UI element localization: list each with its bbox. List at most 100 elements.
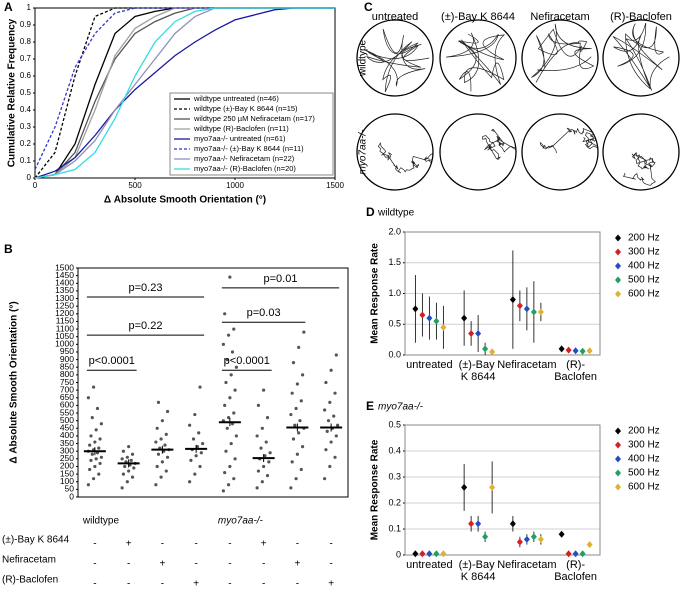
x-tick-label: (±)-Bay K 8644 — [459, 559, 498, 583]
data-point — [290, 460, 294, 464]
legend-label: 600 Hz — [628, 482, 660, 493]
y-tick-label: 0.9 — [20, 20, 32, 29]
arena — [602, 113, 680, 191]
data-point — [230, 350, 235, 354]
diamond-marker — [489, 483, 496, 491]
data-point — [154, 440, 158, 444]
y-tick-label: 0.3 — [20, 122, 32, 131]
data-point — [221, 342, 225, 346]
trajectory — [377, 142, 433, 174]
y-tick-label: 1.0 — [388, 288, 401, 298]
y-tick-label: 0.7 — [20, 54, 32, 63]
treatment-label: (R)-Baclofen — [2, 575, 58, 586]
treatment-sign: - — [329, 559, 332, 570]
diamond-marker — [461, 314, 468, 322]
trajectory — [446, 32, 506, 92]
data-point — [267, 460, 271, 464]
data-point — [127, 469, 131, 473]
trajectory — [539, 127, 598, 154]
diamond-marker — [523, 535, 530, 543]
treatment-sign: + — [126, 539, 132, 550]
p-value: p=0.23 — [129, 282, 163, 294]
row-label: wildtype — [358, 40, 369, 78]
y-tick-label: 700 — [60, 384, 74, 394]
data-point — [224, 380, 228, 385]
data-point — [228, 464, 232, 469]
data-point — [98, 437, 102, 441]
data-point — [328, 464, 332, 469]
arena — [521, 19, 599, 97]
x-tick-label: 0 — [33, 181, 38, 190]
y-tick-label: 0.2 — [388, 497, 401, 507]
arena — [356, 19, 434, 97]
legend-swatch — [615, 276, 621, 284]
data-point — [191, 437, 196, 441]
trajectory — [612, 22, 670, 91]
data-point — [198, 385, 202, 389]
x-tick-label: (R)-Baclofen — [554, 359, 597, 383]
diamond-marker — [516, 302, 523, 310]
diamond-marker — [572, 550, 579, 558]
legend-label: wildtype (R)-Baclofen (n=11) — [193, 124, 289, 133]
data-point — [225, 426, 229, 430]
data-point — [333, 391, 337, 395]
y-tick-label: 1350 — [55, 285, 74, 295]
diamond-marker — [482, 345, 489, 353]
diamond-marker — [579, 347, 586, 355]
y-tick-label: 100 — [60, 476, 74, 486]
data-point — [90, 416, 94, 420]
data-point — [125, 455, 129, 459]
data-point — [97, 446, 101, 450]
data-point — [225, 358, 229, 362]
data-point — [99, 422, 103, 426]
data-point — [129, 458, 133, 462]
data-point — [262, 388, 266, 392]
treatment-label: (±)-Bay K 8644 — [2, 535, 70, 546]
legend-label: 500 Hz — [628, 468, 660, 479]
column-label: Nefiracetam — [530, 11, 589, 23]
legend-swatch — [615, 441, 621, 449]
data-point — [300, 373, 305, 377]
data-point — [297, 431, 301, 435]
p-value: p=0.03 — [247, 307, 281, 319]
label-line: (±)-Bay — [459, 559, 498, 571]
genotype-label: myo7aa-/- — [218, 516, 264, 527]
p-value: p=0.01 — [264, 273, 298, 285]
data-point — [260, 480, 264, 484]
data-point — [259, 446, 263, 450]
data-point — [299, 467, 303, 472]
data-point — [334, 434, 338, 438]
data-point — [228, 275, 232, 279]
treatment-sign: - — [329, 539, 332, 550]
arena — [521, 113, 599, 191]
y-tick-label: 150 — [60, 468, 74, 478]
x-tick-label: 1500 — [326, 181, 344, 190]
y-tick-label: 750 — [60, 377, 74, 387]
data-point — [329, 368, 333, 372]
diamond-marker — [572, 347, 579, 355]
diamond-marker — [558, 345, 565, 353]
y-tick-label: 1 — [27, 3, 32, 12]
data-point — [293, 423, 297, 427]
diamond-marker — [565, 550, 572, 558]
y-tick-label: 650 — [60, 392, 74, 402]
legend-label: wildtype untreated (n=46) — [193, 94, 279, 103]
diamond-marker — [523, 305, 530, 313]
data-point — [93, 440, 97, 444]
data-point — [89, 434, 93, 438]
legend-swatch — [615, 469, 621, 477]
y-tick-label: 500 — [60, 415, 74, 425]
y-tick-label: 1500 — [55, 262, 74, 272]
y-tick-label: 450 — [60, 423, 74, 433]
diamond-marker — [440, 550, 447, 558]
data-point — [268, 451, 272, 455]
legend-label: wildtype 250 µM Nefiracetam (n=17) — [193, 114, 315, 123]
trajectory — [531, 23, 595, 83]
data-point — [324, 448, 328, 452]
data-point — [228, 396, 232, 400]
data-point — [295, 382, 299, 386]
data-point — [262, 464, 266, 469]
y-tick-label: 1400 — [55, 278, 74, 288]
x-tick-label: Nefiracetam — [497, 359, 556, 371]
data-point — [165, 409, 170, 414]
